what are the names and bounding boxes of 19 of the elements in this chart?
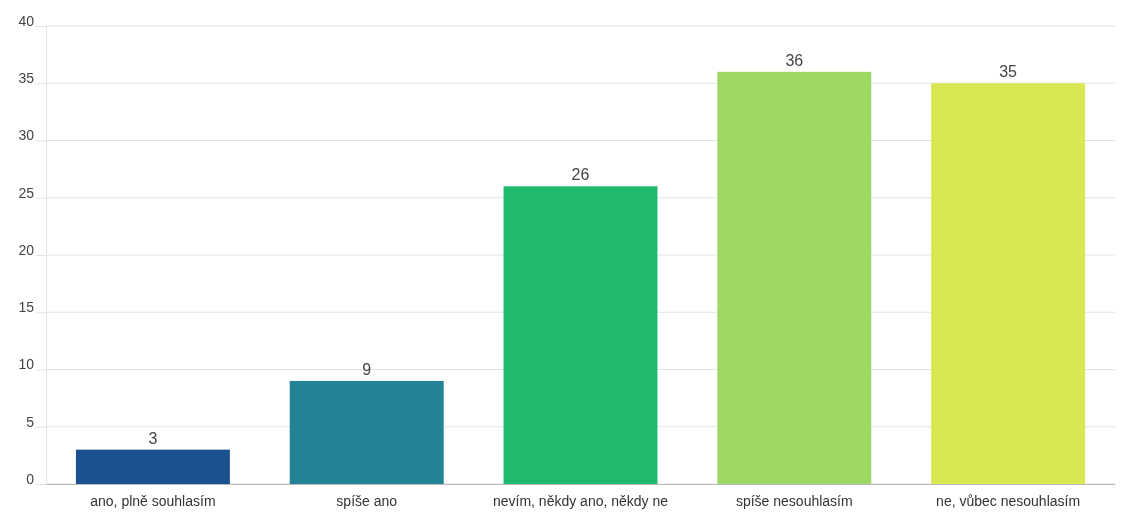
y-tick-label: 5 bbox=[26, 413, 35, 430]
data-label: 9 bbox=[362, 360, 372, 378]
x-tick-label: ano, plně souhlasím bbox=[90, 492, 216, 509]
x-tick-label: nevím, někdy ano, někdy ne bbox=[492, 492, 669, 509]
y-tick-label: 30 bbox=[18, 127, 35, 144]
y-tick-label: 40 bbox=[18, 12, 35, 29]
y-tick-label: 0 bbox=[26, 470, 35, 487]
y-tick-label: 35 bbox=[18, 70, 35, 87]
y-tick-label: 10 bbox=[18, 356, 35, 373]
x-tick-label: spíše ano bbox=[336, 492, 398, 509]
x-tick-label: spíše nesouhlasím bbox=[735, 492, 853, 509]
data-label: 35 bbox=[999, 63, 1018, 81]
data-label: 3 bbox=[148, 429, 158, 447]
data-label: 26 bbox=[571, 166, 590, 184]
y-tick-label: 15 bbox=[18, 299, 35, 316]
x-tick-label: ne, vůbec nesouhlasím bbox=[936, 492, 1081, 509]
y-tick-label: 25 bbox=[18, 184, 35, 201]
y-tick-label: 20 bbox=[18, 241, 35, 258]
data-label: 36 bbox=[785, 51, 804, 69]
